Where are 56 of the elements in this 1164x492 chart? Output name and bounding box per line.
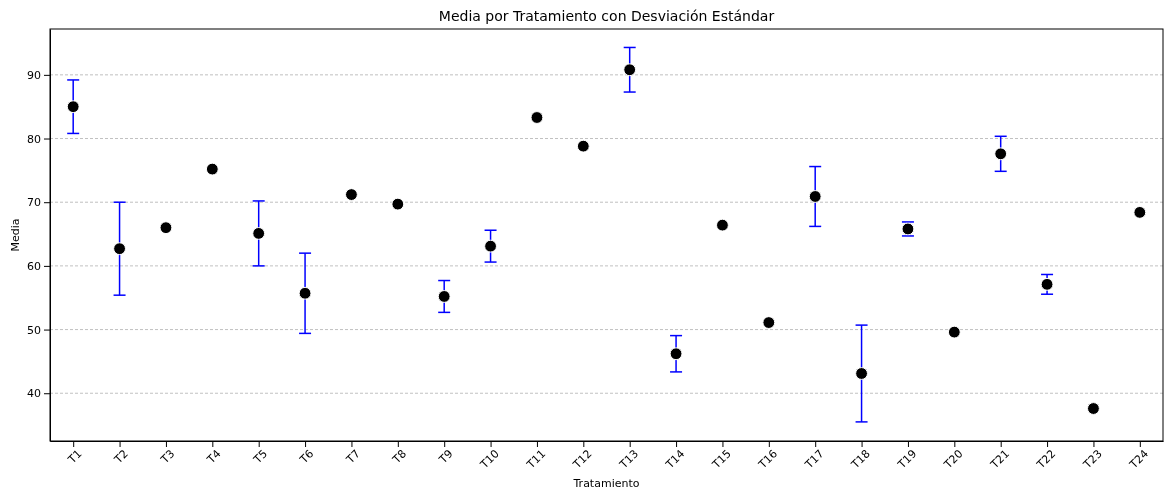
x-tick-label: T20	[941, 447, 966, 472]
x-tick-label: T10	[477, 447, 502, 472]
y-tick-label: 70	[27, 196, 41, 210]
x-tick-label: T15	[709, 447, 734, 472]
point	[205, 162, 219, 176]
point	[623, 63, 637, 77]
point	[530, 111, 544, 124]
point	[855, 367, 868, 380]
x-tick-label: T4	[204, 447, 224, 467]
point	[66, 100, 80, 114]
point	[669, 347, 683, 361]
x-tick-label: T6	[296, 447, 317, 467]
point	[159, 221, 173, 235]
x-tick-label: T8	[389, 447, 410, 467]
point	[345, 188, 358, 201]
x-axis-title: Tratamiento	[572, 477, 640, 490]
point	[252, 227, 266, 240]
x-tick-label: T1	[64, 447, 85, 467]
point	[947, 325, 961, 339]
x-tick-label: T19	[894, 447, 920, 472]
point	[298, 286, 312, 300]
x-tick-label: T13	[616, 447, 642, 472]
point	[113, 242, 126, 256]
x-tick-label: T14	[662, 447, 688, 472]
x-tick-label: T7	[343, 447, 363, 467]
point	[391, 197, 405, 211]
x-tick-label: T18	[848, 447, 873, 472]
x-tick-label: T16	[755, 447, 781, 472]
point	[576, 139, 590, 153]
x-tick-label: T22	[1033, 447, 1059, 472]
x-tick-label: T17	[801, 447, 827, 472]
y-tick-label: 90	[27, 68, 41, 82]
y-axis-title: Media	[9, 218, 22, 252]
x-tick-label: T23	[1080, 447, 1105, 472]
x-tick-label: T11	[523, 447, 549, 472]
y-tick-label: 60	[27, 259, 41, 273]
x-tick-label: T9	[435, 447, 456, 467]
x-tick-label: T3	[157, 447, 178, 467]
x-tick-label: T2	[111, 447, 131, 467]
chart-title: Media por Tratamiento con Desviación Estándar	[438, 8, 775, 24]
point	[762, 316, 776, 329]
point	[1133, 205, 1147, 219]
y-tick-label: 80	[27, 132, 41, 146]
y-tick-label: 50	[27, 323, 41, 337]
point	[484, 239, 497, 253]
x-tick-label: T21	[987, 447, 1013, 472]
point	[808, 190, 822, 203]
x-tick-label: T5	[250, 447, 271, 467]
x-tick-label: T12	[570, 447, 595, 472]
point	[716, 218, 729, 232]
point	[437, 290, 451, 303]
point	[1040, 277, 1054, 291]
point	[994, 147, 1008, 161]
y-tick-label: 40	[27, 387, 41, 401]
x-tick-label: T24	[1126, 447, 1152, 472]
point	[1087, 402, 1100, 415]
